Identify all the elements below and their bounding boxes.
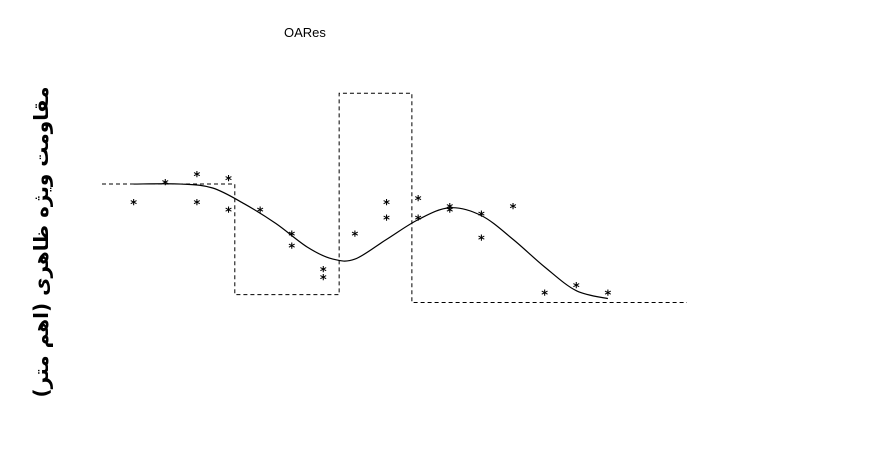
data-point: * [193,170,200,185]
chart-title: OARes [284,25,326,40]
data-point: * [225,206,232,221]
data-point: * [383,214,390,229]
data-point: * [193,198,200,213]
data-point: * [541,289,548,304]
data-point: * [225,174,232,189]
calculated-curve [133,183,609,300]
data-point: * [320,273,327,288]
data-point: * [446,202,453,217]
data-point: * [320,265,327,280]
data-point: * [162,178,169,193]
data-point: * [510,202,517,217]
data-point: * [478,210,485,225]
y-axis-label: مقاومت ویژه ظاهری (اهم متر) [29,87,53,398]
data-point: * [446,206,453,221]
data-point: * [352,229,359,244]
model-layer [102,92,687,304]
data-point: * [288,229,295,244]
points-layer: ****** ****************** [130,170,611,304]
data-point: * [415,194,422,209]
data-point: * [257,206,264,221]
model-line [102,92,687,304]
data-point: * [573,281,580,296]
curve-layer [133,183,609,300]
data-point: * [478,233,485,248]
data-point: * [605,289,612,304]
data-point: * [130,198,137,213]
data-point: * [288,241,295,256]
data-point: * [415,214,422,229]
data-point: * [383,198,390,213]
